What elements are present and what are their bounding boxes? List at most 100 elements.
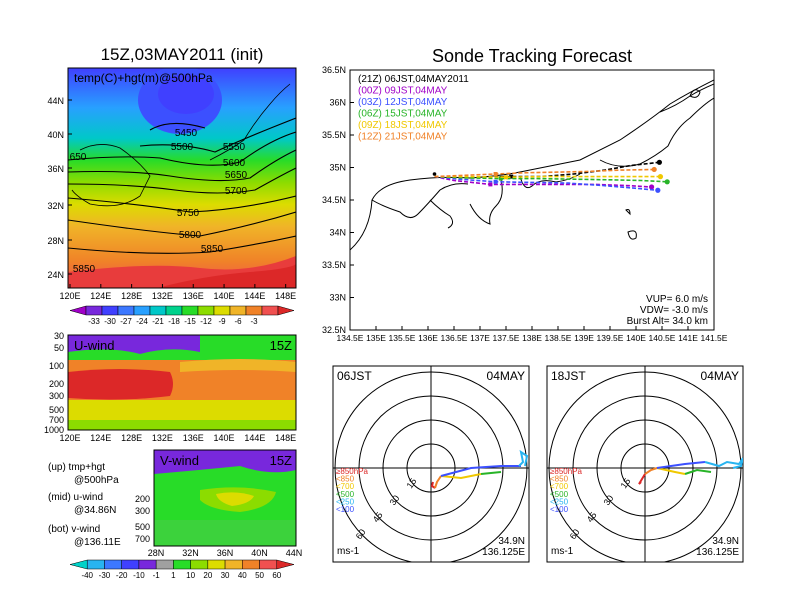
colorbar-swatch — [149, 305, 167, 316]
contour-label: 5550 — [223, 142, 246, 153]
track-endpoint — [656, 159, 663, 165]
colorbar-swatch — [69, 305, 87, 316]
hodograph-lat: 34.9N — [712, 536, 739, 547]
colorbar-swatch — [117, 305, 135, 316]
hodograph-units: ms-1 — [337, 546, 360, 557]
track-legend-entry: (03Z) 12JST,04MAY — [358, 97, 448, 108]
v-pressure-tick: 300 — [135, 506, 150, 516]
hodograph-trace — [644, 467, 658, 475]
track-lon-tick: 141E — [678, 333, 698, 343]
map-lon-tick: 136E — [183, 291, 204, 301]
contour-label: 5750 — [177, 208, 200, 219]
track-legend-entry: (00Z) 09JST,04MAY — [358, 86, 448, 97]
wind-colorbar-swatch — [259, 559, 278, 570]
contour-label: 5650 — [225, 170, 248, 181]
colorbar-swatch — [133, 305, 151, 316]
map-panel-label: temp(C)+hgt(m)@500hPa — [74, 71, 213, 85]
u-wind-lon-ticks: 120E 124E 128E 132E 136E 140E 144E 148E — [59, 433, 296, 443]
map-lat-tick: 24N — [47, 270, 64, 280]
ring-label: 15 — [619, 476, 633, 490]
hodograph-lat: 34.9N — [498, 536, 525, 547]
map-lat-ticks: 44N 40N 36N 32N 28N 24N — [47, 96, 72, 280]
right-title: Sonde Tracking Forecast — [432, 46, 632, 66]
track-lat-tick: 35N — [329, 163, 346, 173]
track-lon-tick: 138E — [522, 333, 542, 343]
u-lon-tick: 128E — [121, 433, 142, 443]
wind-colorbar-swatch — [276, 559, 295, 570]
colorbar-swatch — [245, 305, 263, 316]
note-line: @136.11E — [74, 537, 121, 548]
hodograph-time: 18JST — [551, 369, 586, 383]
v-lat-tick: 28N — [148, 548, 165, 558]
map-lat-tick: 40N — [47, 130, 64, 140]
track-marker — [493, 179, 498, 184]
hodograph-trace — [440, 473, 482, 480]
wind-colorbar-tick: -1 — [153, 571, 161, 580]
track-lon-tick: 140.5E — [649, 333, 676, 343]
track-lat-tick: 34.5N — [322, 195, 346, 205]
map-lat-tick: 28N — [47, 236, 64, 246]
track-marker — [488, 182, 493, 187]
track-lon-tick: 134.5E — [337, 333, 364, 343]
wind-colorbar-tick: 50 — [255, 571, 264, 580]
u-wind-frame — [67, 334, 297, 431]
v-wind-time: 15Z — [270, 453, 292, 468]
wind-colorbar-swatch — [138, 559, 157, 570]
ring-label: 45 — [585, 510, 599, 524]
u-lon-tick: 120E — [59, 433, 80, 443]
wind-colorbar-swatch — [155, 559, 174, 570]
u-pressure-tick: 30 — [54, 331, 64, 341]
map-lon-tick: 140E — [214, 291, 235, 301]
ring-label: 60 — [568, 527, 582, 541]
hodograph-trace — [704, 457, 743, 469]
wind-colorbar-swatch — [242, 559, 260, 570]
track-endpoint — [649, 184, 655, 190]
v-lat-tick: 40N — [251, 548, 268, 558]
contour-label: 5850 — [201, 244, 224, 255]
hodograph-trace — [638, 473, 646, 485]
track-legend-entry: (21Z) 06JST,04MAY2011 — [358, 74, 469, 85]
track-legend-entry: (06Z) 15JST,04MAY — [358, 109, 448, 120]
hodograph-level: <250 — [550, 497, 569, 506]
wind-colorbar-tick: -30 — [99, 571, 111, 580]
hodograph-units: ms-1 — [551, 546, 574, 557]
hodograph-trace — [684, 468, 712, 475]
colorbar-tick: -15 — [184, 317, 196, 326]
wind-colorbar-tick: 1 — [171, 571, 176, 580]
track-lat-ticks: 36.5N 36N 35.5N 35N 34.5N 34N 33.5N 33N 32.5N — [322, 65, 354, 335]
track-series — [432, 159, 670, 193]
hodograph-level: <250 — [336, 497, 355, 506]
wind-colorbar-swatch — [86, 559, 105, 570]
track-lat-tick: 36N — [329, 98, 346, 108]
hodograph-level: ≥850hPa — [336, 467, 369, 476]
hodograph-level: <500 — [550, 490, 569, 499]
contour-label: 5850 — [73, 264, 96, 275]
colorbar-tick: -3 — [250, 317, 258, 326]
ring-label: 45 — [371, 510, 385, 524]
u-wind-time: 15Z — [270, 338, 292, 353]
map-lon-tick: 128E — [121, 291, 142, 301]
temperature-map-panel — [68, 68, 296, 288]
u-pressure-tick: 500 — [49, 405, 64, 415]
track-lon-tick: 141.5E — [701, 333, 728, 343]
hodograph-trace — [430, 481, 436, 489]
colorbar-tick: -6 — [234, 317, 242, 326]
note-line: @500hPa — [74, 475, 119, 486]
track-marker — [493, 172, 498, 176]
track-endpoint — [657, 174, 664, 180]
ring-label: 15 — [405, 476, 419, 490]
wind-colorbar-swatch — [104, 559, 122, 570]
wind-colorbar-tick: 20 — [203, 571, 212, 580]
v-pressure-tick: 700 — [135, 534, 150, 544]
track-line — [434, 175, 652, 188]
wind-colorbar-swatch — [121, 559, 140, 570]
ascent-param: VDW= -3.0 m/s — [640, 305, 708, 316]
colorbar-tick: -33 — [88, 317, 100, 326]
wind-colorbar-swatch — [224, 559, 243, 570]
track-lat-tick: 35.5N — [322, 130, 346, 140]
contour-label: 5600 — [223, 158, 246, 169]
u-pressure-tick: 1000 — [44, 425, 64, 435]
track-lat-tick: 32.5N — [322, 325, 346, 335]
